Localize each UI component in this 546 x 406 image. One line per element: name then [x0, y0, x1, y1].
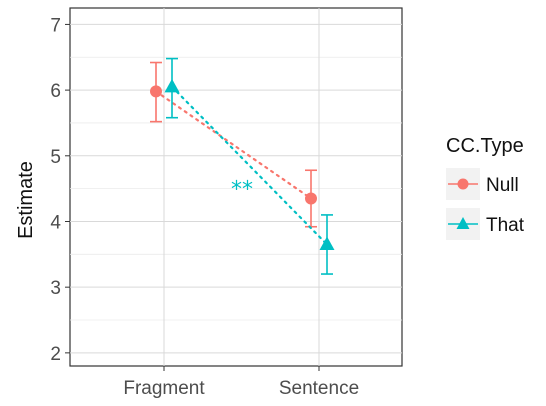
y-tick-label: 6 — [50, 81, 61, 102]
legend-marker-that — [456, 217, 470, 229]
y-tick-label: 4 — [50, 212, 61, 233]
legend-label-that: That — [486, 215, 525, 236]
point-null — [305, 192, 317, 205]
y-axis-title: Estimate — [15, 161, 37, 239]
legend: CC.Type Null That — [446, 135, 525, 240]
y-tick-label: 7 — [50, 15, 61, 36]
data-marks: ** — [150, 57, 335, 275]
x-axis: Fragment Sentence — [123, 366, 359, 399]
plot-panel — [69, 7, 403, 367]
x-tick-label: Fragment — [123, 378, 205, 399]
y-axis: 2 3 4 5 6 7 — [50, 15, 70, 365]
significance-annotation: ** — [231, 177, 253, 202]
x-tick-label: Sentence — [279, 378, 359, 399]
y-tick-label: 3 — [50, 278, 61, 299]
series-line-null — [154, 90, 313, 200]
point-that — [164, 78, 180, 93]
legend-label-null: Null — [486, 175, 519, 196]
y-tick-label: 5 — [50, 147, 61, 168]
panel-border — [69, 7, 403, 367]
legend-title: CC.Type — [446, 135, 524, 157]
point-null — [150, 85, 162, 98]
point-that — [319, 236, 335, 250]
series-line-that — [170, 85, 329, 246]
legend-marker-null — [457, 178, 469, 190]
y-tick-label: 2 — [50, 344, 61, 365]
